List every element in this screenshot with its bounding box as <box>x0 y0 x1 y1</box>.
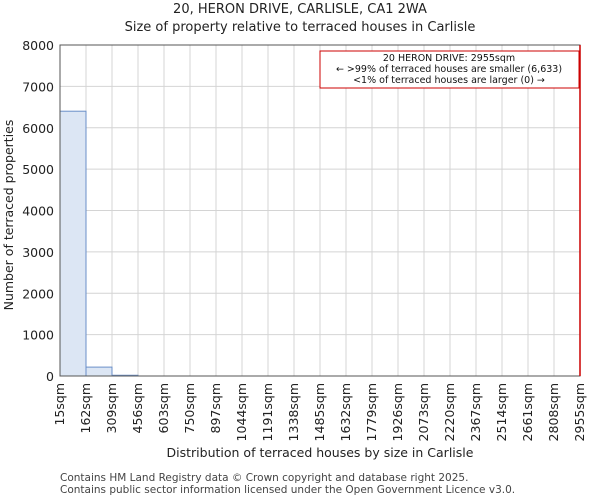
x-tick-label: 2808sqm <box>546 383 561 441</box>
x-tick-label: 750sqm <box>182 383 197 433</box>
footer-licence: Contains public sector information licen… <box>60 484 516 496</box>
y-tick-label: 4000 <box>22 204 54 219</box>
x-tick-label: 456sqm <box>130 383 145 433</box>
x-tick-label: 897sqm <box>208 383 223 433</box>
y-tick-label: 5000 <box>22 162 54 177</box>
chart-title: 20, HERON DRIVE, CARLISLE, CA1 2WA <box>173 2 427 17</box>
x-tick-label: 2514sqm <box>494 383 509 441</box>
x-tick-label: 1632sqm <box>338 383 353 441</box>
chart-subtitle: Size of property relative to terraced ho… <box>124 20 476 35</box>
y-axis-label: Number of terraced properties <box>1 120 16 311</box>
annotation-line-2: ← >99% of terraced houses are smaller (6… <box>336 64 562 75</box>
x-tick-label: 2661sqm <box>520 383 535 441</box>
y-tick-label: 1000 <box>22 328 54 343</box>
x-tick-label: 15sqm <box>52 383 67 426</box>
x-tick-label: 1779sqm <box>364 383 379 441</box>
x-tick-label: 603sqm <box>156 383 171 433</box>
x-tick-label: 309sqm <box>104 383 119 433</box>
y-tick-label: 8000 <box>22 38 54 53</box>
x-tick-label: 2073sqm <box>416 383 431 441</box>
x-tick-label: 1485sqm <box>312 383 327 441</box>
annotation-box <box>319 50 580 89</box>
y-tick-label: 2000 <box>22 286 54 301</box>
y-tick-label: 3000 <box>22 245 54 260</box>
x-axis-label: Distribution of terraced houses by size … <box>167 445 474 460</box>
histogram-bar <box>59 110 87 377</box>
annotation-line-1: 20 HERON DRIVE: 2955sqm <box>383 53 515 64</box>
x-tick-label: 162sqm <box>78 383 93 433</box>
x-tick-label: 1191sqm <box>260 383 275 441</box>
x-tick-label: 1044sqm <box>234 383 249 441</box>
histogram-bar <box>85 366 113 377</box>
x-tick-label: 2220sqm <box>442 383 457 441</box>
annotation-line-3: <1% of terraced houses are larger (0) → <box>353 75 545 86</box>
y-tick-label: 7000 <box>22 79 54 94</box>
x-tick-label: 2367sqm <box>468 383 483 441</box>
footer-copyright: Contains HM Land Registry data © Crown c… <box>60 472 469 484</box>
x-tick-label: 2955sqm <box>572 383 587 441</box>
x-tick-label: 1926sqm <box>390 383 405 441</box>
y-tick-label: 6000 <box>22 121 54 136</box>
y-tick-label: 0 <box>46 369 54 384</box>
x-tick-label: 1338sqm <box>286 383 301 441</box>
